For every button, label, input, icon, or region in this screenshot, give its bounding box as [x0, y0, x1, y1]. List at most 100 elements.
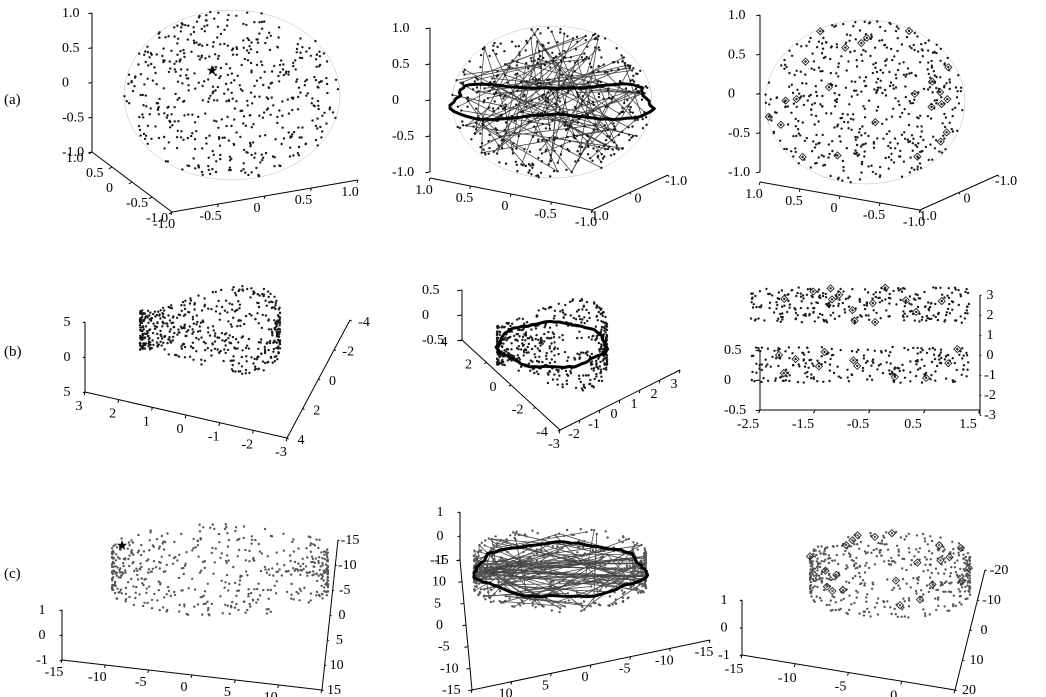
tick-mark	[333, 349, 337, 352]
data-point	[628, 559, 632, 562]
data-point	[902, 369, 905, 372]
data-point	[291, 540, 294, 544]
data-point	[328, 108, 331, 111]
data-point	[581, 546, 585, 549]
data-point	[264, 361, 267, 365]
data-point	[200, 363, 203, 366]
data-point	[940, 356, 943, 360]
data-point	[209, 94, 212, 98]
data-point	[556, 378, 559, 381]
data-point	[529, 359, 532, 362]
data-point	[850, 128, 853, 131]
data-point	[617, 575, 621, 579]
data-point	[237, 341, 240, 344]
data-point	[837, 375, 840, 378]
data-point	[640, 573, 643, 576]
data-point	[574, 105, 577, 109]
data-point	[483, 566, 486, 569]
data-point	[604, 327, 607, 330]
data-point	[203, 303, 207, 306]
data-point	[903, 538, 906, 541]
data-point	[596, 319, 599, 322]
data-point	[529, 164, 532, 167]
data-point	[909, 371, 912, 374]
tick-mark	[464, 646, 469, 648]
tick-mark	[979, 354, 982, 357]
data-point	[912, 137, 915, 140]
data-point	[249, 48, 253, 51]
data-point	[316, 99, 320, 103]
data-point	[269, 534, 273, 538]
data-point	[207, 331, 210, 334]
data-point	[228, 67, 232, 70]
data-point	[961, 109, 964, 112]
data-point	[909, 102, 912, 105]
data-point	[326, 555, 329, 559]
data-point	[575, 91, 579, 94]
tick-mark	[425, 99, 431, 102]
data-point	[182, 138, 185, 141]
data-point	[191, 132, 194, 135]
tick-mark	[678, 369, 681, 374]
data-point	[871, 297, 874, 300]
data-point	[488, 106, 491, 109]
data-point	[475, 86, 479, 89]
data-point	[200, 309, 204, 312]
data-point	[223, 527, 227, 531]
data-point	[632, 74, 635, 78]
data-point	[197, 81, 200, 84]
data-point	[788, 379, 791, 383]
data-point	[578, 145, 581, 148]
data-point	[852, 25, 855, 28]
tick-label: 1.0	[392, 21, 410, 36]
data-point	[600, 166, 603, 170]
data-point	[841, 301, 845, 305]
data-point	[521, 110, 524, 113]
data-point	[263, 20, 266, 23]
data-point	[489, 588, 492, 591]
tick-label: 2	[465, 358, 472, 373]
data-point	[497, 107, 500, 110]
data-point	[572, 316, 575, 320]
data-point	[860, 160, 864, 164]
data-point	[892, 289, 895, 293]
data-point	[600, 375, 603, 378]
data-point	[295, 47, 299, 51]
data-point	[139, 345, 142, 348]
data-point	[578, 580, 581, 584]
data-point	[641, 590, 645, 593]
data-point	[250, 171, 253, 174]
data-point	[166, 532, 169, 535]
tick-mark	[337, 539, 340, 542]
data-point	[820, 79, 823, 82]
data-point	[586, 350, 589, 353]
data-point	[136, 578, 140, 581]
data-point	[907, 123, 911, 127]
data-point	[292, 61, 295, 65]
data-point	[644, 558, 647, 561]
data-point	[848, 295, 851, 298]
data-point	[191, 341, 195, 344]
data-point	[599, 370, 603, 374]
data-point	[604, 331, 607, 334]
data-point	[115, 574, 119, 577]
data-point	[316, 144, 319, 147]
data-point	[487, 537, 490, 540]
data-point	[182, 52, 186, 55]
data-point	[573, 356, 576, 360]
data-point	[326, 565, 330, 569]
data-point	[257, 347, 260, 350]
data-point	[292, 550, 296, 553]
data-point	[909, 156, 912, 159]
data-point	[557, 550, 560, 554]
data-point	[621, 147, 624, 150]
data-point	[173, 540, 176, 544]
data-point	[244, 346, 248, 350]
tick-mark	[919, 209, 922, 213]
data-point	[850, 349, 854, 353]
data-point	[816, 557, 819, 560]
data-point	[194, 546, 197, 549]
graph-edge	[516, 73, 588, 142]
data-point	[605, 362, 609, 365]
data-point	[559, 607, 562, 610]
